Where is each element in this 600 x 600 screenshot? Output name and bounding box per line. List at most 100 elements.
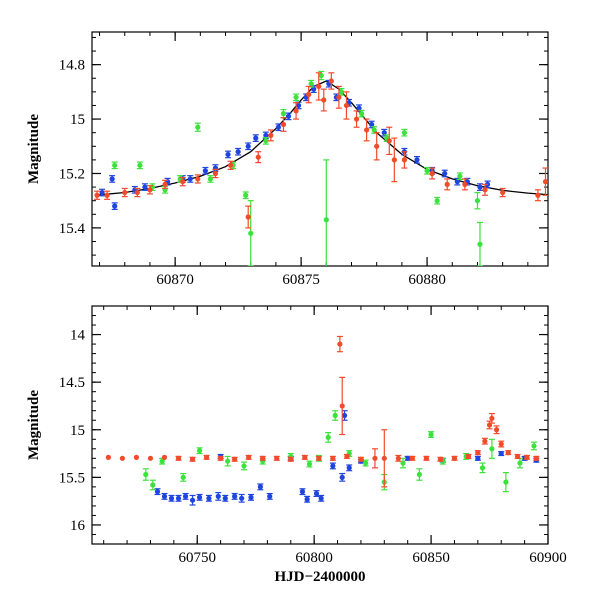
panel-top-y-tick-label: 15.2 (59, 166, 85, 182)
panel-bottom-data-point (316, 455, 322, 461)
panel-top-data-point (275, 124, 282, 130)
panel-bottom-data-point (260, 455, 266, 461)
panel-top-data-point (142, 184, 148, 190)
panel-top-data-point (162, 181, 168, 187)
panel-top-data-point (207, 176, 214, 182)
panel-top-data-point (477, 184, 483, 190)
panel-top-y-tick-label: 14.8 (59, 58, 85, 74)
panel-bottom-series-1 (142, 410, 537, 493)
panel-bottom-data-point (182, 493, 189, 499)
panel-bottom-data-point (267, 493, 273, 499)
panel-top-x-tick-label: 60875 (282, 272, 320, 288)
panel-top-data-point (311, 86, 317, 92)
panel-bottom-data-point (222, 495, 228, 501)
panel-bottom-data-point (339, 403, 345, 409)
panel-bottom-data-point (274, 455, 280, 461)
panel-bottom-data-point (189, 497, 196, 503)
panel-bottom-data-point (515, 453, 521, 460)
panel-top-y-tick-label: 15.4 (59, 221, 86, 237)
panel-top-data-point (364, 127, 370, 133)
panel-top-data-point (202, 168, 208, 174)
panel-bottom-data-point (239, 495, 245, 501)
panel-bottom-data-point (330, 463, 336, 469)
panel-top-data-point (318, 72, 324, 79)
panel-bottom-data-point (337, 341, 343, 347)
panel-top-data-point (112, 162, 118, 168)
panel-bottom-data-point (428, 431, 434, 438)
panel-top-data-point (369, 121, 375, 128)
panel-bottom-data-point (372, 455, 378, 461)
panel-top-data-point (293, 94, 299, 100)
panel-top-data-point (374, 143, 380, 149)
panel-bottom-data-point (189, 456, 196, 462)
panel-bottom-frame (91, 305, 549, 545)
panel-top-data-point (353, 116, 360, 122)
panel-top-data-point (343, 102, 350, 109)
panel-top-data-point (280, 121, 287, 128)
panel-top-data-point (187, 176, 193, 182)
panel-top-data-point (371, 127, 377, 133)
panel-bottom-y-tick-label: 16 (70, 518, 86, 534)
panel-bottom-data-point (325, 434, 331, 440)
panel-top-data-point (535, 192, 541, 198)
panel-bottom-data-point (358, 456, 364, 462)
panel-bottom-data-point (154, 489, 161, 495)
panel-bottom-x-tick-label: 60800 (295, 550, 333, 566)
panel-top-data-point (477, 241, 483, 247)
panel-top-data-point (137, 162, 143, 168)
panel-top-data-point (122, 189, 128, 196)
panel-top-data-point (243, 192, 249, 198)
panel-bottom-y-tick-label: 14 (70, 328, 86, 344)
panel-bottom-data-point (150, 482, 156, 488)
panel-bottom-data-point (498, 450, 504, 457)
panel-top-data-point (306, 91, 312, 98)
panel-bottom-data-point (203, 454, 210, 460)
panel-bottom-data-point (133, 454, 140, 460)
panel-top-data-point (195, 124, 201, 130)
panel-top-data-point (248, 230, 254, 236)
panel-top-data-point (381, 130, 387, 136)
panel-bottom-data-point (479, 465, 486, 471)
panel-top-model-curve (94, 80, 548, 196)
panel-top-data-point (358, 111, 365, 117)
panel-bottom-data-point (225, 458, 231, 464)
panel-bottom-data-point (505, 450, 511, 456)
panel-bottom-data-point (475, 455, 481, 461)
panel-bottom-data-point (493, 427, 500, 433)
panel-top-data-point (434, 198, 440, 204)
panel-bottom-data-point (232, 456, 238, 462)
panel-top-data-point (195, 176, 201, 182)
panel-top-data-point (462, 181, 468, 187)
panel-bottom-data-point (498, 441, 504, 447)
panel-bottom-data-point (437, 456, 444, 462)
panel-top-x-tick-label: 60880 (408, 272, 446, 288)
panel-bottom-data-point (318, 495, 324, 501)
panel-top-data-point (235, 149, 241, 155)
panel-bottom-data-point (288, 456, 294, 462)
panel-top-data-point (454, 179, 460, 185)
panel-top-data-point (336, 94, 342, 100)
panel-top-data-point (212, 170, 219, 177)
panel-bottom-data-point (246, 454, 252, 460)
panel-top-data-point (500, 189, 506, 196)
panel-bottom-data-point (241, 463, 247, 469)
panel-bottom-data-point (503, 479, 509, 485)
panel-bottom-data-point (175, 455, 182, 461)
panel-top-data-point (245, 143, 251, 149)
panel-bottom-data-point (346, 465, 352, 471)
panel-bottom-data-point (489, 446, 495, 452)
panel-bottom-data-point (339, 474, 345, 480)
panel-top-data-point (542, 179, 548, 185)
panel-top-y-tick-label: 15 (70, 112, 85, 128)
panel-bottom-data-point (304, 496, 310, 502)
panel-top-data-point (442, 170, 448, 177)
panel-bottom-y-tick-label: 14.5 (59, 375, 85, 391)
panel-bottom-data-point (341, 412, 348, 419)
panel-bottom-data-point (119, 455, 125, 461)
panel-bottom-data-point (232, 493, 238, 499)
panel-top-data-point (414, 157, 420, 163)
panel-top-data-point (255, 154, 261, 160)
panel-top-data-point (94, 192, 100, 198)
panel-top-data-point (401, 157, 407, 163)
panel-bottom-data-point (306, 461, 313, 467)
